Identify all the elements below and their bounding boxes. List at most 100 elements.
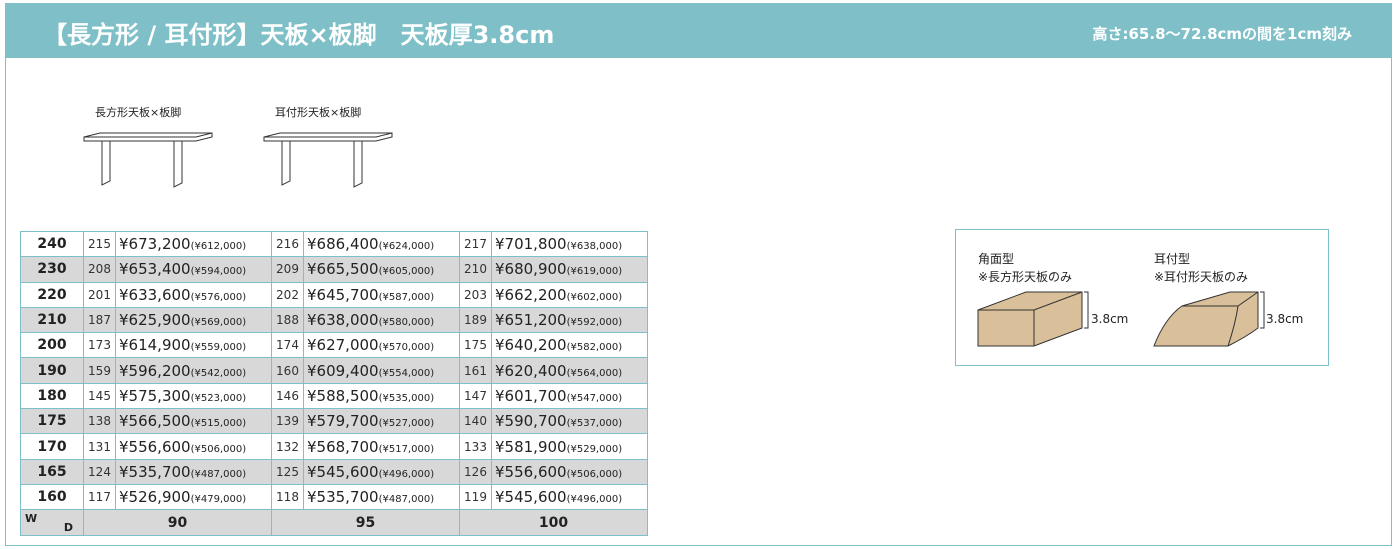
price-cell: ¥568,700(¥517,000) (303, 433, 460, 460)
price-ex-tax: (¥594,000) (190, 266, 247, 278)
corner-w: W (25, 512, 38, 526)
table-row: 210 187 ¥625,900(¥569,000) 188 ¥638,000(¥580… (20, 306, 648, 334)
price: ¥556,600 (119, 437, 191, 456)
height-note: 高さ:65.8〜72.8cmの間を1cm刻み (1092, 25, 1353, 43)
code-cell: 174 (271, 332, 304, 359)
price-cell: ¥590,700(¥537,000) (491, 408, 648, 435)
table-row: 180 145 ¥575,300(¥523,000) 146 ¥588,500(¥535… (20, 382, 648, 410)
table-row: 190 159 ¥596,200(¥542,000) 160 ¥609,400(¥554… (20, 357, 648, 384)
table-row: 240 215 ¥673,200(¥612,000) 216 ¥686,400(¥624… (20, 230, 648, 258)
edge-shapes (977, 291, 1265, 347)
code-cell: 139 (271, 408, 304, 435)
width-cell: 175 (20, 408, 84, 435)
code-cell: 203 (459, 281, 492, 308)
price: ¥640,200 (495, 336, 567, 355)
price: ¥590,700 (495, 412, 567, 431)
code-cell: 133 (459, 433, 492, 460)
price: ¥686,400 (307, 235, 379, 254)
width-cell: 200 (20, 332, 84, 359)
price-cell: ¥581,900(¥529,000) (491, 433, 648, 460)
price-ex-tax: (¥515,000) (190, 418, 247, 430)
price: ¥545,600 (495, 488, 567, 507)
code-cell: 146 (271, 382, 304, 410)
price: ¥638,000 (307, 311, 379, 330)
price-ex-tax: (¥624,000) (378, 241, 435, 253)
corner-d: D (63, 521, 73, 535)
edge-name: 耳付型 (1154, 252, 1191, 266)
price-cell: ¥701,800(¥638,000) (491, 230, 648, 258)
price-ex-tax: (¥496,000) (378, 468, 435, 480)
price-cell: ¥596,200(¥542,000) (115, 357, 272, 384)
price: ¥651,200 (495, 311, 567, 330)
price-ex-tax: (¥523,000) (190, 392, 247, 404)
header: 【長方形 / 耳付形】天板×板脚 天板厚3.8cm 高さ:65.8〜72.8cm… (5, 3, 1392, 58)
price: ¥701,800 (495, 235, 567, 254)
price: ¥581,900 (495, 437, 567, 456)
price-ex-tax: (¥542,000) (190, 367, 247, 379)
width-cell: 240 (20, 230, 84, 258)
code-cell: 140 (459, 408, 492, 435)
price-cell: ¥588,500(¥535,000) (303, 382, 460, 410)
price: ¥627,000 (307, 336, 379, 355)
price-table: 240 215 ¥673,200(¥612,000) 216 ¥686,400(¥624… (20, 230, 648, 537)
price-cell: ¥662,200(¥602,000) (491, 281, 648, 308)
price-ex-tax: (¥517,000) (378, 443, 435, 455)
price-ex-tax: (¥564,000) (566, 367, 623, 379)
price-ex-tax: (¥619,000) (566, 266, 623, 278)
price-cell: ¥686,400(¥624,000) (303, 230, 460, 258)
price-cell: ¥566,500(¥515,000) (115, 408, 272, 435)
price-ex-tax: (¥529,000) (566, 443, 623, 455)
code-cell: 161 (459, 357, 492, 384)
price-cell: ¥645,700(¥587,000) (303, 281, 460, 308)
price-ex-tax: (¥537,000) (566, 418, 623, 430)
price-ex-tax: (¥479,000) (190, 494, 247, 506)
price-cell: ¥673,200(¥612,000) (115, 230, 272, 258)
price-ex-tax: (¥602,000) (566, 291, 623, 303)
width-cell: 165 (20, 458, 84, 485)
price: ¥673,200 (119, 235, 191, 254)
price-cell: ¥627,000(¥570,000) (303, 332, 460, 359)
width-cell: 180 (20, 382, 84, 410)
price-ex-tax: (¥547,000) (566, 392, 623, 404)
code-cell: 209 (271, 256, 304, 283)
code-cell: 159 (83, 357, 116, 384)
price: ¥535,700 (307, 488, 379, 507)
code-cell: 173 (83, 332, 116, 359)
price-cell: ¥680,900(¥619,000) (491, 256, 648, 283)
width-cell: 220 (20, 281, 84, 308)
price-cell: ¥620,400(¥564,000) (491, 357, 648, 384)
code-cell: 147 (459, 382, 492, 410)
price-ex-tax: (¥582,000) (566, 342, 623, 354)
price-cell: ¥526,900(¥479,000) (115, 483, 272, 511)
price: ¥601,700 (495, 386, 567, 405)
price-cell: ¥614,900(¥559,000) (115, 332, 272, 359)
price-cell: ¥638,000(¥580,000) (303, 306, 460, 334)
width-cell: 230 (20, 256, 84, 283)
edge-note: ※耳付形天板のみ (1154, 270, 1249, 284)
width-cell: 210 (20, 306, 84, 334)
table-row: 165 124 ¥535,700(¥487,000) 125 ¥545,600(¥496… (20, 458, 648, 485)
price: ¥579,700 (307, 412, 379, 431)
price-ex-tax: (¥580,000) (378, 317, 435, 329)
width-cell: 190 (20, 357, 84, 384)
price-cell: ¥535,700(¥487,000) (115, 458, 272, 485)
code-cell: 125 (271, 458, 304, 485)
code-cell: 138 (83, 408, 116, 435)
table-row: 175 138 ¥566,500(¥515,000) 139 ¥579,700(¥527… (20, 408, 648, 435)
edge-thickness: 3.8cm (1266, 312, 1304, 326)
code-cell: 132 (271, 433, 304, 460)
width-cell: 160 (20, 483, 84, 511)
price: ¥568,700 (307, 437, 379, 456)
footer-row: W D 90 95 100 (20, 509, 648, 537)
price: ¥526,900 (119, 488, 191, 507)
price: ¥653,400 (119, 260, 191, 279)
price-ex-tax: (¥559,000) (190, 342, 247, 354)
price-ex-tax: (¥487,000) (190, 468, 247, 480)
illustration-label: 耳付形天板×板脚 (275, 106, 362, 119)
code-cell: 124 (83, 458, 116, 485)
price-cell: ¥665,500(¥605,000) (303, 256, 460, 283)
price: ¥625,900 (119, 311, 191, 330)
title: 【長方形 / 耳付形】天板×板脚 天板厚3.8cm (43, 21, 555, 49)
price: ¥535,700 (119, 462, 191, 481)
